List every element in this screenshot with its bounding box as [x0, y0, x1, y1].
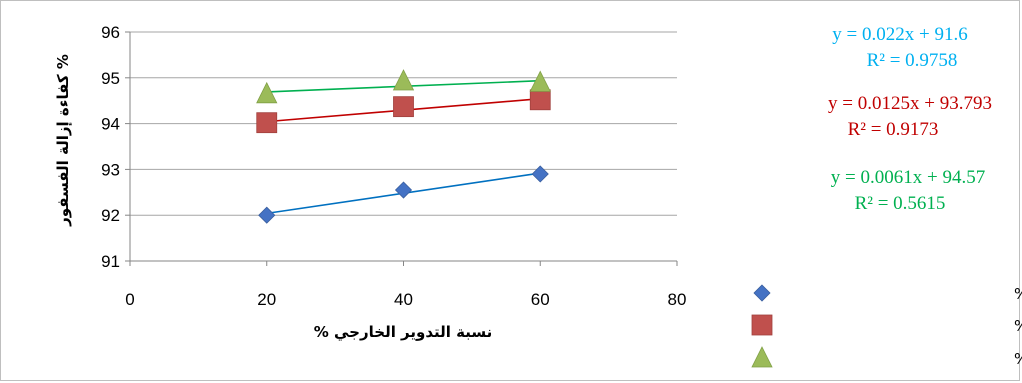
point-series-1: [394, 181, 413, 199]
legend-entry: نسبة التدوير الداخلي 300%: [1014, 350, 1022, 369]
tick-labels: 91 92 93 94 95 96 0 20 40 60 80: [101, 23, 686, 309]
y-tick-label: 96: [101, 23, 120, 42]
point-series-1: [258, 206, 276, 224]
gridlines: [130, 31, 677, 216]
point-series-1: [531, 165, 549, 183]
legend: نسبة التدوير الداخلي 100% نسبة التدوير ال…: [751, 284, 1022, 369]
legend-entry: نسبة التدوير الداخلي 100%: [1014, 285, 1022, 304]
point-series-3: [256, 81, 278, 104]
trendline-equations: y = 0.022x + 91.6 R² = 0.9758 y = 0.0125x …: [828, 24, 992, 214]
trendline-equation: y = 0.022x + 91.6: [832, 24, 967, 45]
data-points: [256, 69, 551, 224]
axes: [125, 31, 678, 266]
x-tick-label: 0: [125, 290, 134, 309]
legend-marker-series-3: [751, 346, 773, 368]
trendline-r-squared: R² = 0.9758: [867, 50, 958, 71]
y-tick-label: 95: [101, 69, 120, 88]
y-tick-label: 93: [101, 160, 120, 179]
x-axis-title: نسبة التدوير الخارجي %: [314, 323, 493, 341]
x-tick-label: 80: [668, 290, 687, 309]
y-tick-label: 94: [101, 115, 120, 134]
legend-marker-series-2: [751, 314, 773, 336]
point-series-3: [529, 70, 551, 92]
legend-marker-series-1: [753, 284, 771, 302]
trendline-equation: y = 0.0125x + 93.793: [828, 93, 992, 114]
x-tick-label: 40: [394, 290, 413, 309]
point-series-2: [256, 112, 278, 134]
y-tick-label: 91: [101, 252, 120, 271]
trendline-equation: y = 0.0061x + 94.57: [831, 167, 985, 188]
trendline-r-squared: R² = 0.9173: [848, 119, 939, 140]
x-tick-label: 20: [257, 290, 276, 309]
point-series-2: [529, 89, 551, 111]
point-series-3: [392, 69, 415, 91]
y-axis-title: % كفاءة إزالة الفسفور: [54, 54, 72, 227]
x-tick-label: 60: [531, 290, 550, 309]
legend-entry: نسبة التدوير الداخلي 200%: [1014, 317, 1022, 336]
point-series-2: [393, 96, 414, 118]
y-tick-label: 92: [101, 206, 120, 225]
trendline-r-squared: R² = 0.5615: [855, 193, 946, 214]
